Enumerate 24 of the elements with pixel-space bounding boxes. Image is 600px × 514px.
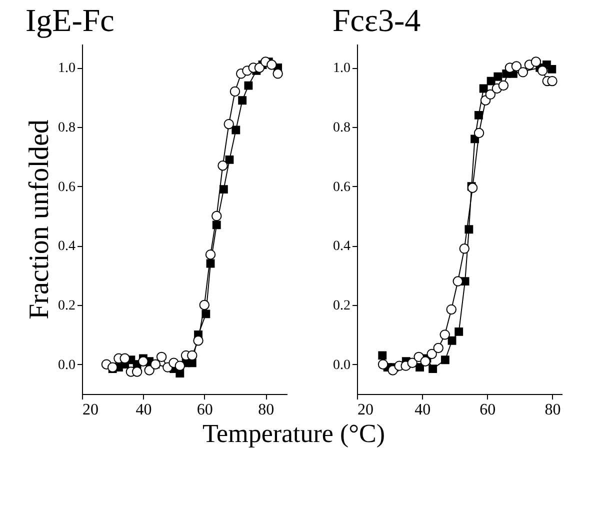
y-tick-label: 1.0	[333, 61, 350, 76]
x-tick-label: 40	[136, 402, 152, 418]
chart-title: IgE-Fc	[26, 2, 114, 38]
x-tick-label: 80	[258, 402, 274, 418]
x-tick-label: 80	[544, 402, 561, 418]
x-tick-label: 20	[82, 402, 98, 418]
y-tick-label: 1.0	[58, 61, 76, 76]
y-tick-label: 0.8	[333, 120, 350, 136]
y-tick-label: 0.8	[58, 120, 76, 136]
x-tick-label: 60	[196, 402, 213, 418]
y-tick-label: 0.0	[333, 358, 350, 373]
y-tick-label: 0.4	[333, 239, 350, 254]
y-tick-label: 0.6	[58, 180, 76, 195]
y-tick-label: 0.4	[58, 239, 76, 254]
x-tick-label: 60	[480, 402, 496, 418]
x-axis-title: Temperature (°C)	[202, 419, 386, 448]
y-tick-label: 0.6	[333, 180, 350, 195]
y-axis-title: Fraction unfolded	[24, 120, 55, 320]
y-tick-label: 0.2	[58, 298, 76, 314]
y-tick-label: 0.0	[58, 358, 76, 373]
x-tick-label: 20	[358, 402, 374, 418]
x-tick-label: 40	[414, 402, 431, 418]
chart-title: Fcε3-4	[332, 2, 421, 38]
y-tick-label: 0.2	[333, 298, 350, 314]
